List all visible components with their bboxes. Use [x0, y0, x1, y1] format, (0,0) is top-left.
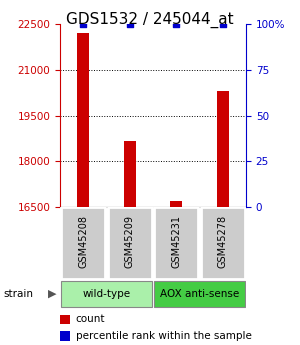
Bar	[154, 207, 198, 279]
Text: AOX anti-sense: AOX anti-sense	[160, 288, 239, 298]
Text: percentile rank within the sample: percentile rank within the sample	[76, 331, 252, 341]
Point	[128, 21, 132, 27]
Point	[220, 21, 225, 27]
Text: GSM45208: GSM45208	[78, 215, 88, 268]
Point	[81, 21, 86, 27]
Bar	[154, 281, 244, 307]
Bar	[61, 281, 152, 307]
Bar	[201, 207, 244, 279]
Bar	[61, 207, 105, 279]
Text: count: count	[76, 315, 105, 324]
Text: GSM45278: GSM45278	[218, 215, 228, 268]
Bar	[108, 207, 152, 279]
Text: GSM45209: GSM45209	[125, 215, 135, 268]
Text: GSM45231: GSM45231	[171, 215, 181, 268]
Bar	[60, 315, 70, 324]
Bar	[77, 33, 89, 207]
Point	[174, 21, 179, 27]
Text: strain: strain	[3, 289, 33, 299]
Text: GDS1532 / 245044_at: GDS1532 / 245044_at	[66, 12, 234, 28]
Bar	[217, 91, 229, 207]
Text: ▶: ▶	[48, 289, 56, 299]
Text: wild-type: wild-type	[82, 288, 130, 298]
Bar	[60, 331, 70, 341]
Bar	[124, 141, 136, 207]
Bar	[170, 201, 182, 207]
